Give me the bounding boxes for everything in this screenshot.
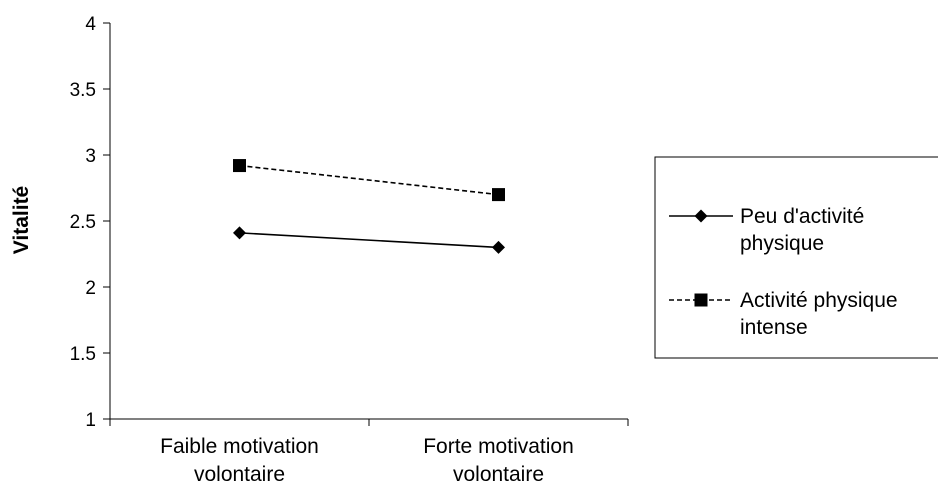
data-point — [492, 188, 505, 202]
y-tick-label: 4 — [85, 14, 96, 35]
y-axis-ticks: 1 1.5 2 2.5 3 3.5 4 — [70, 14, 110, 431]
legend-entry-2: Activité physique intense — [669, 289, 898, 339]
y-tick-label: 2.5 — [70, 212, 96, 233]
series-line — [239, 232, 499, 249]
series-group — [233, 159, 505, 254]
y-tick-label: 3 — [85, 146, 96, 167]
y-tick-label: 1 — [85, 410, 96, 431]
legend: Peu d'activité physique Activité physique i… — [654, 156, 938, 359]
y-axis-label: Vitalité — [10, 186, 33, 254]
series-2 — [233, 159, 505, 202]
x-axis-categories: Faible motivation volontaire Forte motivat… — [109, 419, 629, 486]
legend-marker — [694, 293, 708, 307]
legend-box — [654, 156, 938, 359]
legend-label: Activité physique intense — [740, 289, 898, 339]
data-point — [233, 226, 246, 240]
y-tick-label: 2 — [85, 278, 96, 299]
y-tick-label: 1.5 — [70, 344, 96, 365]
x-category-label: Forte motivation volontaire — [423, 435, 574, 486]
legend-marker — [694, 209, 708, 223]
data-point — [492, 240, 505, 254]
x-category-label: Faible motivation volontaire — [160, 435, 319, 486]
series-1 — [233, 226, 505, 254]
legend-entry-1: Peu d'activité physique — [669, 205, 864, 255]
y-tick-label: 3.5 — [70, 80, 96, 101]
legend-label: Peu d'activité physique — [740, 205, 864, 255]
chart-axes — [109, 23, 628, 420]
data-point — [233, 159, 246, 173]
series-line — [239, 164, 499, 196]
